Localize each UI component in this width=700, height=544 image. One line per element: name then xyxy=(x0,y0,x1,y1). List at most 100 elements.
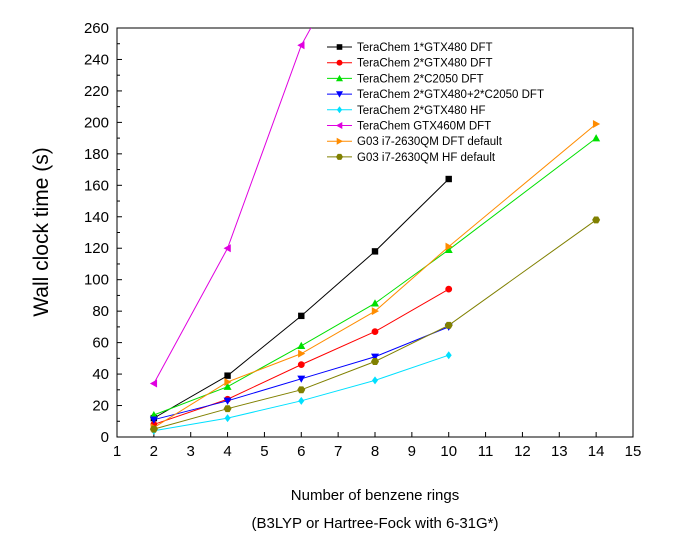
legend-label: TeraChem 1*GTX480 DFT xyxy=(357,42,493,54)
data-point xyxy=(371,307,379,316)
y-tick-label: 80 xyxy=(92,303,109,320)
x-axis: 1 2 3 4 5 6 7 8 9 10 11 12 13 14 15 xyxy=(113,432,642,460)
y-axis-title: Wall clock time (s) xyxy=(30,147,53,317)
x-tick-label: 6 xyxy=(297,443,305,460)
data-point xyxy=(297,386,306,394)
y-tick-label: 40 xyxy=(92,366,109,383)
y-tick-label: 240 xyxy=(84,51,109,68)
data-point xyxy=(444,245,453,254)
legend-marker xyxy=(336,122,343,129)
data-point xyxy=(371,248,379,255)
data-point xyxy=(445,285,453,293)
data-point xyxy=(149,425,158,433)
data-point xyxy=(372,376,378,385)
y-tick-label: 20 xyxy=(92,398,109,415)
x-tick-label: 11 xyxy=(478,443,494,460)
legend: TeraChem 1*GTX480 DFT TeraChem 2*GTX480 D… xyxy=(327,42,544,164)
series-7 xyxy=(150,119,601,432)
legend-marker xyxy=(336,91,343,98)
series-4 xyxy=(149,323,453,424)
x-tick-label: 14 xyxy=(588,443,605,460)
x-tick-label: 7 xyxy=(334,443,342,460)
legend-item: G03 i7-2630QM DFT default xyxy=(327,136,503,148)
series-line xyxy=(153,219,597,430)
series-line xyxy=(153,28,312,384)
data-point xyxy=(371,328,379,336)
x-tick-label: 10 xyxy=(440,443,457,460)
x-tick-label: 3 xyxy=(187,443,195,460)
series-line xyxy=(153,123,597,428)
data-point xyxy=(297,41,305,50)
data-point xyxy=(445,351,452,360)
y-tick-label: 200 xyxy=(84,114,109,131)
legend-label: TeraChem 2*GTX480 HF xyxy=(357,105,485,117)
legend-label: G03 i7-2630QM DFT default xyxy=(357,136,503,148)
data-point xyxy=(223,244,231,253)
x-tick-label: 9 xyxy=(408,443,416,460)
data-point xyxy=(297,361,305,369)
legend-label: TeraChem 2*GTX480 DFT xyxy=(357,58,493,70)
data-point xyxy=(149,410,158,419)
y-tick-label: 60 xyxy=(92,335,109,352)
x-tick-label: 1 xyxy=(113,443,121,460)
y-tick-label: 120 xyxy=(84,240,109,257)
y-tick-label: 260 xyxy=(84,20,109,37)
data-point xyxy=(298,312,305,320)
x-tick-label: 2 xyxy=(150,443,158,460)
series-line xyxy=(153,326,449,421)
x-axis-title: Number of benzene rings xyxy=(291,487,459,504)
data-point xyxy=(149,379,158,388)
series-layer xyxy=(149,15,601,435)
legend-label: TeraChem GTX460M DFT xyxy=(357,121,491,133)
data-point xyxy=(445,242,453,251)
data-point xyxy=(371,358,379,365)
data-point xyxy=(592,119,601,128)
legend-marker xyxy=(336,106,343,114)
y-tick-label: 180 xyxy=(84,146,109,163)
y-tick-label: 160 xyxy=(84,177,109,194)
data-point xyxy=(312,15,319,23)
legend-marker xyxy=(336,153,343,160)
legend-item: TeraChem GTX460M DFT xyxy=(327,121,491,133)
legend-item: TeraChem 1*GTX480 DFT xyxy=(327,42,493,54)
legend-label: TeraChem 2*C2050 DFT xyxy=(357,73,484,85)
data-point xyxy=(298,396,305,405)
data-point xyxy=(297,375,306,383)
series-6 xyxy=(149,15,319,388)
y-tick-label: 140 xyxy=(84,209,109,226)
legend-marker xyxy=(336,59,343,66)
data-point xyxy=(224,414,231,423)
data-point xyxy=(592,134,601,142)
x-tick-label: 15 xyxy=(625,443,642,460)
data-point xyxy=(223,382,232,390)
data-point xyxy=(224,377,232,386)
data-point xyxy=(224,372,231,379)
series-2 xyxy=(150,285,453,428)
legend-item: G03 i7-2630QM HF default xyxy=(327,152,496,164)
series-8 xyxy=(149,216,601,433)
legend-item: TeraChem 2*GTX480 HF xyxy=(327,105,485,117)
legend-marker xyxy=(336,74,343,82)
legend-label: G03 i7-2630QM HF default xyxy=(357,152,496,164)
y-axis: 0 20 40 60 80 100 120 140 160 180 200 220 240 260 xyxy=(84,20,122,446)
x-tick-label: 4 xyxy=(223,443,231,460)
series-line xyxy=(153,137,597,416)
data-point xyxy=(223,405,232,413)
data-point xyxy=(149,416,158,424)
y-tick-label: 220 xyxy=(84,83,109,100)
data-point xyxy=(371,353,379,361)
data-point xyxy=(445,175,452,183)
data-point xyxy=(592,216,601,224)
x-tick-label: 5 xyxy=(260,443,268,460)
legend-label: TeraChem 2*GTX480+2*C2050 DFT xyxy=(357,89,544,101)
legend-marker xyxy=(336,44,343,50)
y-tick-label: 0 xyxy=(101,429,109,446)
legend-item: TeraChem 2*C2050 DFT xyxy=(327,73,484,85)
data-point xyxy=(371,299,379,307)
x-tick-label: 12 xyxy=(514,443,531,460)
data-point xyxy=(444,321,453,329)
series-3 xyxy=(149,134,601,419)
y-tick-label: 100 xyxy=(84,272,109,289)
legend-item: TeraChem 2*GTX480 DFT xyxy=(327,58,493,70)
